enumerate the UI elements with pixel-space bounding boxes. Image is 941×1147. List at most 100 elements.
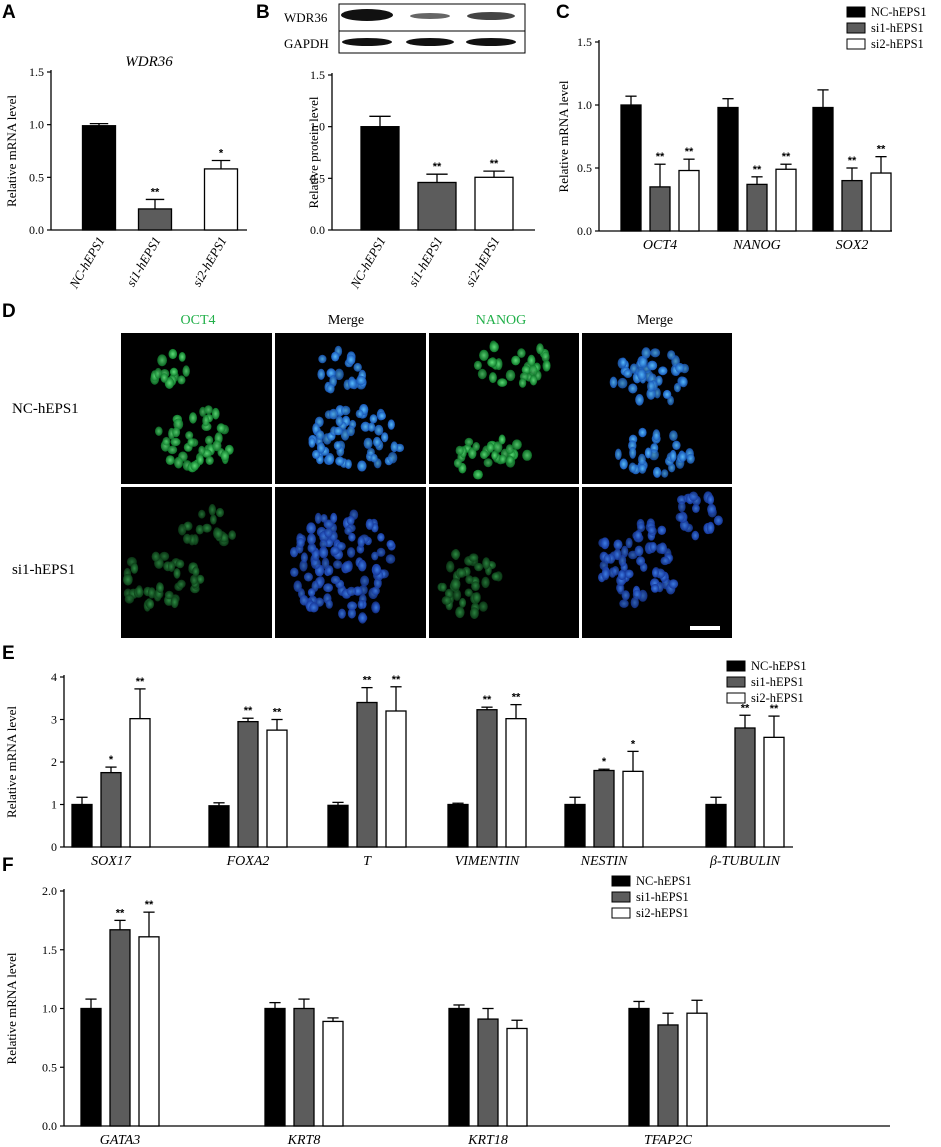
cell-nucleus bbox=[323, 583, 333, 593]
cell-nucleus bbox=[371, 551, 379, 561]
cell-nucleus bbox=[636, 556, 646, 566]
cell-nucleus bbox=[372, 602, 380, 613]
cell-nucleus bbox=[477, 368, 487, 380]
cell-nucleus bbox=[300, 552, 308, 563]
bar bbox=[474, 176, 514, 231]
micrograph-divider-v2 bbox=[426, 333, 429, 638]
cell-nucleus bbox=[303, 572, 313, 582]
cell-nucleus bbox=[306, 522, 316, 534]
cell-nucleus bbox=[335, 456, 345, 466]
cell-nucleus bbox=[652, 429, 661, 441]
bar bbox=[129, 718, 151, 848]
cell-nucleus bbox=[326, 383, 335, 394]
cell-nucleus bbox=[178, 523, 187, 536]
cell-nucleus bbox=[474, 562, 484, 572]
cell-nucleus bbox=[675, 362, 685, 373]
cell-nucleus bbox=[331, 351, 340, 362]
cell-nucleus bbox=[172, 427, 181, 438]
panel-label-d: D bbox=[2, 301, 16, 322]
cell-nucleus bbox=[650, 584, 660, 593]
cell-nucleus bbox=[617, 377, 628, 389]
cell-nucleus bbox=[473, 360, 482, 370]
cell-nucleus bbox=[370, 453, 378, 463]
cell-nucleus bbox=[212, 440, 222, 452]
y-axis-label: Relative mRNA level bbox=[4, 706, 19, 818]
col-label-merge-2: Merge bbox=[637, 313, 673, 328]
cell-nucleus bbox=[635, 394, 644, 406]
chart-title: WDR36 bbox=[125, 54, 173, 70]
bar bbox=[266, 729, 288, 848]
y-tick-label: 0.5 bbox=[29, 170, 44, 184]
cell-nucleus bbox=[151, 551, 160, 562]
legend-label: si1-hEPS1 bbox=[871, 21, 924, 35]
cell-nucleus bbox=[124, 594, 135, 604]
y-tick-label: 0.5 bbox=[42, 1060, 57, 1074]
x-category-label: KRT8 bbox=[287, 1133, 321, 1147]
cell-nucleus bbox=[183, 533, 192, 544]
cell-nucleus bbox=[518, 378, 527, 388]
cell-nucleus bbox=[472, 442, 480, 451]
bar bbox=[208, 805, 230, 848]
cell-nucleus bbox=[621, 590, 630, 601]
cell-nucleus bbox=[357, 559, 367, 572]
cell-nucleus bbox=[296, 537, 305, 548]
x-category-label: NC-hEPS1 bbox=[66, 234, 108, 292]
x-category-label: TFAP2C bbox=[644, 1133, 693, 1147]
y-axis-label: Relative protein level bbox=[306, 96, 321, 208]
significance-mark: ** bbox=[392, 674, 401, 686]
cell-nucleus bbox=[360, 575, 370, 587]
micrograph-panel bbox=[150, 348, 234, 473]
y-tick-label: 0.5 bbox=[310, 171, 325, 185]
cell-nucleus bbox=[638, 463, 647, 474]
bar bbox=[763, 736, 785, 848]
cell-nucleus bbox=[314, 512, 322, 524]
significance-mark: ** bbox=[770, 703, 779, 715]
bar bbox=[237, 720, 259, 848]
cell-nucleus bbox=[706, 494, 715, 505]
micrograph-panel bbox=[609, 347, 695, 478]
x-category-label: si1-hEPS1 bbox=[405, 234, 445, 289]
y-tick-label: 0.0 bbox=[310, 223, 325, 237]
y-axis-label: Relative mRNA level bbox=[4, 95, 19, 207]
cell-nucleus bbox=[347, 608, 356, 619]
cell-nucleus bbox=[658, 542, 667, 555]
col-label-merge-1: Merge bbox=[328, 313, 364, 328]
bar bbox=[356, 701, 378, 848]
cell-nucleus bbox=[450, 578, 461, 591]
cell-nucleus bbox=[154, 367, 162, 379]
bar bbox=[622, 770, 644, 848]
row-label-nc: NC-hEPS1 bbox=[12, 401, 79, 417]
cell-nucleus bbox=[309, 602, 319, 613]
cell-nucleus bbox=[373, 564, 382, 575]
cell-nucleus bbox=[495, 358, 503, 371]
cell-nucleus bbox=[499, 454, 507, 464]
cell-nucleus bbox=[198, 509, 206, 519]
cell-nucleus bbox=[346, 586, 357, 597]
cell-nucleus bbox=[358, 612, 367, 624]
cell-nucleus bbox=[168, 348, 178, 360]
significance-mark: ** bbox=[145, 899, 154, 911]
cell-nucleus bbox=[205, 435, 214, 445]
cell-nucleus bbox=[653, 387, 661, 399]
micrograph-panel bbox=[453, 340, 551, 480]
cell-nucleus bbox=[348, 532, 356, 542]
cell-nucleus bbox=[330, 546, 340, 555]
bar bbox=[775, 168, 797, 232]
bar bbox=[657, 1024, 679, 1127]
cell-nucleus bbox=[187, 437, 195, 447]
cell-nucleus bbox=[146, 599, 155, 609]
cell-nucleus bbox=[344, 526, 353, 535]
cell-nucleus bbox=[178, 352, 186, 362]
x-category-label: VIMENTIN bbox=[455, 854, 520, 869]
cell-nucleus bbox=[167, 445, 178, 455]
cell-nucleus bbox=[638, 427, 647, 438]
cell-nucleus bbox=[169, 367, 178, 377]
cell-nucleus bbox=[678, 501, 686, 513]
cell-nucleus bbox=[195, 524, 204, 535]
cell-nucleus bbox=[330, 512, 338, 524]
cell-nucleus bbox=[353, 362, 362, 372]
cell-nucleus bbox=[333, 560, 343, 569]
cell-nucleus bbox=[487, 357, 497, 368]
cell-nucleus bbox=[192, 566, 200, 577]
